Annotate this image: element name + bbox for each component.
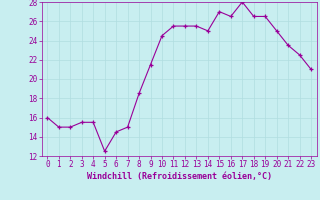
X-axis label: Windchill (Refroidissement éolien,°C): Windchill (Refroidissement éolien,°C) bbox=[87, 172, 272, 181]
